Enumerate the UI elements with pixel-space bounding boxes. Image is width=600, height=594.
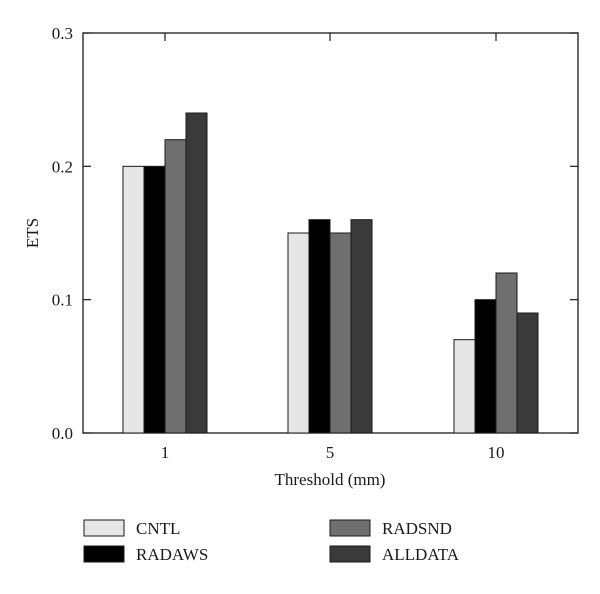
- x-axis-ticks: 1 5 10: [161, 33, 505, 462]
- bar-radaws-5: [308, 219, 331, 434]
- bar-radaws-10: [474, 299, 497, 434]
- legend-swatch-alldata: [329, 545, 371, 563]
- legend-swatch-radaws: [83, 545, 125, 563]
- bar-alldata-10: [516, 312, 539, 434]
- y-tick-label: 0.2: [52, 157, 73, 176]
- y-tick-label: 0.1: [52, 291, 73, 310]
- bars-group: [122, 112, 539, 434]
- legend-swatch-cntl: [83, 519, 125, 537]
- y-tick-label: 0.3: [52, 24, 73, 43]
- y-axis-label: ETS: [23, 218, 42, 248]
- y-tick-label: 0.0: [52, 424, 73, 443]
- legend-label-alldata: ALLDATA: [382, 545, 460, 564]
- x-axis-label: Threshold (mm): [275, 470, 386, 489]
- legend: CNTL RADAWS RADSND ALLDATA: [83, 519, 460, 564]
- bar-radaws-1: [143, 165, 166, 434]
- x-tick-label: 5: [326, 443, 335, 462]
- bar-radsnd-1: [164, 139, 187, 434]
- legend-label-radsnd: RADSND: [382, 519, 452, 538]
- bar-cntl-1: [122, 165, 145, 434]
- bar-cntl-10: [453, 339, 476, 434]
- bar-radsnd-10: [495, 272, 518, 434]
- x-tick-label: 10: [488, 443, 505, 462]
- bar-alldata-5: [350, 219, 373, 434]
- legend-label-radaws: RADAWS: [136, 545, 208, 564]
- bar-radsnd-5: [329, 232, 352, 434]
- bar-cntl-5: [287, 232, 310, 434]
- y-axis-ticks: 0.0 0.1 0.2 0.3: [52, 24, 578, 443]
- legend-label-cntl: CNTL: [136, 519, 180, 538]
- bar-alldata-1: [185, 112, 208, 434]
- x-tick-label: 1: [161, 443, 170, 462]
- legend-swatch-radsnd: [329, 519, 371, 537]
